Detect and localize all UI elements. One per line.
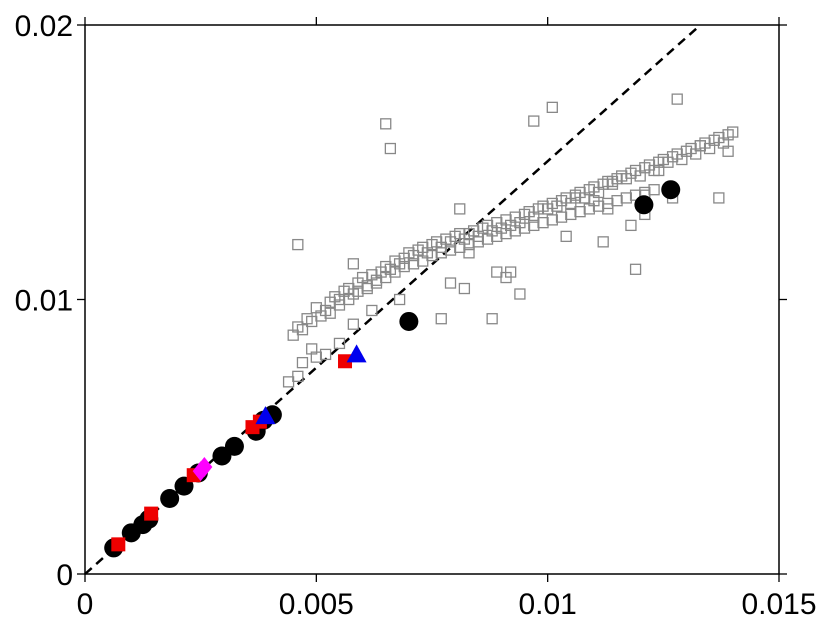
open-square-point	[384, 142, 397, 155]
open-square-point	[486, 313, 498, 325]
open-square-point	[352, 285, 364, 297]
open-square-point	[444, 277, 457, 289]
open-square-point	[454, 203, 466, 215]
open-square-point	[458, 282, 471, 295]
open-square-point	[366, 304, 378, 317]
open-square-point	[407, 258, 420, 270]
open-square-point	[500, 227, 512, 240]
x-tick-label: 0.015	[741, 588, 816, 621]
open-square-point	[574, 206, 586, 218]
x-tick-label: 0	[77, 588, 94, 621]
open-square-point	[306, 343, 318, 355]
axis-ticks	[77, 17, 787, 582]
open-square-point	[472, 236, 484, 248]
x-tick-label: 0.01	[518, 588, 576, 621]
open-square-point	[343, 293, 355, 306]
open-square-point	[324, 307, 336, 319]
open-square-point	[722, 145, 734, 157]
open-square-point	[528, 115, 540, 127]
open-square-point	[611, 195, 623, 207]
open-square-point	[435, 313, 447, 325]
open-square-point	[491, 230, 503, 243]
open-square-point	[296, 356, 309, 369]
open-square-point	[629, 189, 642, 201]
open-square-point	[518, 222, 531, 234]
points-layer	[104, 93, 739, 558]
filled-triangle-point	[255, 406, 276, 425]
open-square-point	[282, 376, 295, 388]
open-square-point	[606, 175, 619, 188]
open-square-point	[509, 225, 521, 237]
open-square-point	[727, 126, 739, 138]
open-square-point	[393, 293, 406, 306]
open-square-point	[602, 203, 614, 215]
x-tick-label: 0.005	[279, 588, 354, 621]
open-square-point	[629, 263, 642, 275]
open-square-point	[555, 211, 568, 223]
open-square-point	[569, 192, 582, 204]
open-square-point	[491, 266, 503, 278]
y-tick-label: 0.02	[15, 10, 73, 43]
open-square-point	[398, 260, 410, 273]
open-square-point	[361, 282, 373, 295]
open-square-point	[514, 288, 526, 300]
open-square-point	[560, 230, 572, 243]
open-square-point	[597, 236, 609, 248]
open-square-point	[463, 238, 475, 251]
open-square-point	[671, 93, 683, 105]
open-square-point	[435, 247, 447, 259]
open-square-point	[444, 244, 457, 256]
filled-square-point	[144, 506, 159, 521]
open-square-point	[347, 258, 359, 270]
open-square-point	[620, 192, 632, 204]
filled-circle-point	[399, 311, 419, 331]
axis-tick-labels: 0 0.005 0.01 0.015 0 0.01 0.02	[15, 10, 817, 621]
open-square-point	[463, 247, 475, 259]
open-square-point	[565, 208, 577, 221]
filled-circle-point	[160, 489, 180, 509]
open-square-point	[694, 140, 706, 152]
open-square-point	[528, 219, 540, 232]
y-tick-label: 0	[56, 559, 73, 592]
filled-circle-point	[224, 436, 244, 456]
y-tick-label: 0.01	[15, 285, 73, 318]
open-square-point	[648, 184, 660, 196]
open-square-point	[380, 118, 392, 130]
filled-circle-point	[634, 195, 654, 215]
filled-diamond-point	[196, 456, 213, 477]
open-square-point	[347, 318, 359, 330]
open-square-point	[319, 348, 332, 361]
open-square-point	[292, 238, 304, 251]
open-square-point	[537, 216, 549, 229]
open-square-point	[653, 164, 665, 177]
open-square-point	[625, 219, 637, 232]
filled-circle-point	[661, 180, 681, 200]
open-square-point	[426, 249, 438, 262]
open-square-point	[546, 101, 558, 113]
open-square-point	[315, 310, 327, 322]
open-square-point	[713, 192, 725, 204]
open-square-point	[588, 195, 600, 207]
open-square-point	[296, 324, 309, 336]
filled-square-point	[111, 537, 126, 552]
open-square-point	[481, 233, 494, 245]
open-square-point	[546, 214, 558, 226]
filled-square-point	[338, 354, 353, 369]
filled-triangle-point	[346, 344, 367, 363]
open-square-point	[333, 337, 346, 350]
